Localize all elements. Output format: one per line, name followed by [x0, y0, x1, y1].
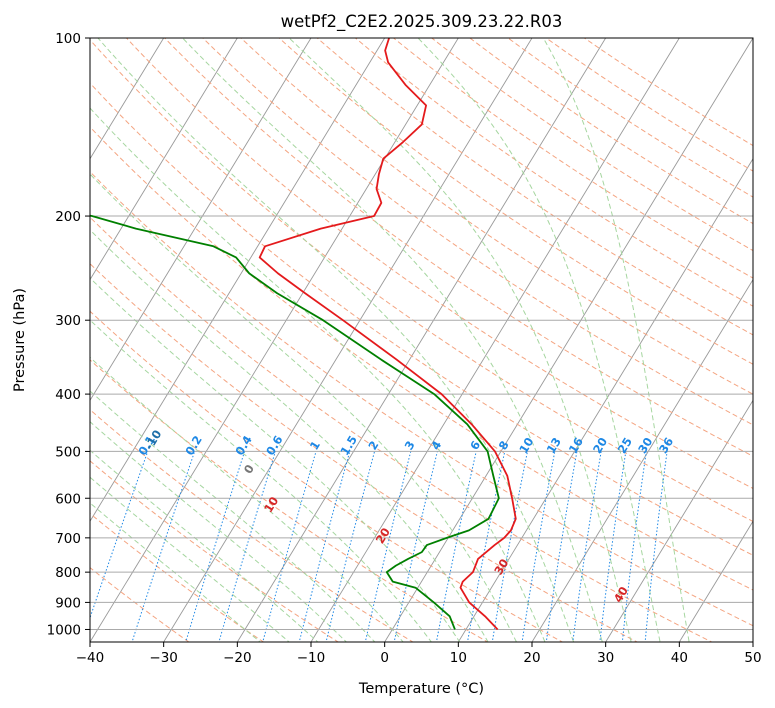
mixing-ratio-line: [521, 451, 556, 642]
y-tick-label: 300: [55, 313, 81, 329]
mixing-ratio-line: [218, 451, 276, 642]
dry-adiabat-line: [90, 39, 753, 523]
mixing-ratio-line: [325, 451, 376, 642]
mixing-ratio-line: [262, 451, 317, 642]
moist-adiabat-line: [90, 476, 290, 642]
dry-adiabat-line: [90, 263, 639, 642]
y-axis-label: Pressure (hPa): [12, 288, 28, 392]
isotherm-lines: [90, 38, 753, 642]
x-tick-label: −20: [223, 650, 252, 666]
mixing-ratio-line: [298, 451, 351, 642]
moist-adiabat-line: [542, 38, 690, 642]
y-tick-label: 700: [55, 531, 81, 547]
x-tick-label: −30: [149, 650, 178, 666]
x-tick-label: −10: [297, 650, 326, 666]
sounding-profiles: [90, 38, 517, 631]
y-tick-label: 500: [55, 444, 81, 460]
isotherm-line: [163, 38, 533, 642]
moist-adiabat-line: [181, 38, 603, 642]
isotherm-line: [236, 38, 607, 642]
y-tick-label: 200: [55, 209, 81, 225]
mixing-ratio-line: [467, 451, 506, 642]
x-tick-label: 20: [523, 650, 540, 666]
dry-adiabat-line: [90, 216, 713, 642]
dry-adiabat-lines: [90, 38, 753, 642]
moist-adiabat-line: [90, 277, 461, 642]
pressure-gridlines: [90, 38, 753, 630]
mixing-ratio-line: [491, 451, 528, 642]
mixing-ratio-line: [90, 451, 149, 620]
dry-adiabat-line: [240, 38, 753, 395]
x-axis-ticks: −40 −30 −20 −10 0 10 20 30 40 50: [76, 642, 762, 666]
dewpoint-profile: [90, 214, 500, 630]
x-tick-label: −40: [76, 650, 105, 666]
dry-adiabat-line: [90, 82, 753, 556]
isotherm-line: [310, 38, 680, 642]
mixing-ratio-line: [621, 451, 647, 642]
dry-adiabat-line: [90, 512, 265, 642]
mixing-ratio-line: [393, 451, 438, 642]
isotherm-line: [90, 38, 238, 281]
x-tick-label: 10: [450, 650, 467, 666]
x-tick-label: 0: [380, 650, 389, 666]
moist-adiabat-line: [417, 38, 661, 642]
temperature-profile: [258, 38, 517, 631]
dry-adiabat-line: [90, 170, 753, 627]
isotherm-line: [678, 520, 753, 642]
dry-adiabat-line: [90, 126, 753, 591]
dry-adiabat-line: [202, 38, 753, 426]
x-tick-label: 30: [597, 650, 614, 666]
mixing-ratio-line: [644, 451, 668, 642]
y-tick-label: 1000: [47, 622, 81, 638]
isotherm-line: [90, 38, 459, 642]
mixing-ratio-line: [364, 451, 412, 642]
y-tick-label: 600: [55, 491, 81, 507]
mixing-ratio-line: [435, 451, 477, 642]
x-tick-label: 50: [744, 650, 761, 666]
dry-adiabat-line: [90, 409, 414, 642]
dry-adiabat-line: [163, 38, 753, 457]
isotherm-line: [605, 399, 753, 642]
x-axis-label: Temperature (°C): [358, 681, 484, 697]
isotherm-line: [384, 38, 753, 642]
mixing-ratio-line: [185, 451, 246, 642]
dry-adiabat-line: [90, 310, 564, 642]
y-tick-label: 800: [55, 565, 81, 581]
moist-adiabat-line: [90, 502, 261, 642]
plot-frame: [89, 37, 754, 643]
y-tick-label: 900: [55, 595, 81, 611]
y-tick-label: 100: [55, 31, 81, 47]
isotherm-line: [90, 38, 312, 402]
isotherm-line: [90, 38, 386, 523]
mixing-ratio-line: [131, 451, 196, 642]
isotherm-line: [531, 278, 753, 642]
plot-area: 0.10.20.40.611.52346810131620253036-100-…: [90, 38, 753, 642]
mixing-ratio-lines: [90, 451, 668, 642]
moist-adiabat-line: [90, 390, 376, 642]
chart-title: wetPf2_C2E2.2025.309.23.22.R03: [281, 12, 563, 32]
isotherm-line: [90, 38, 165, 160]
moist-adiabat-line: [90, 229, 489, 642]
y-tick-label: 400: [55, 387, 81, 403]
isotherm-line: [457, 157, 753, 642]
moist-adiabat-line: [90, 356, 404, 642]
moist-adiabat-lines: [90, 38, 690, 642]
moist-adiabat-line: [90, 449, 319, 642]
moist-adiabat-line: [97, 38, 575, 642]
y-axis-ticks: 100 200 300 400 500 600 700 800 900 1000: [47, 31, 90, 638]
dry-adiabat-line: [90, 359, 489, 642]
moist-adiabat-line: [288, 38, 632, 642]
moist-adiabat-line: [90, 173, 518, 642]
x-tick-label: 40: [671, 650, 688, 666]
